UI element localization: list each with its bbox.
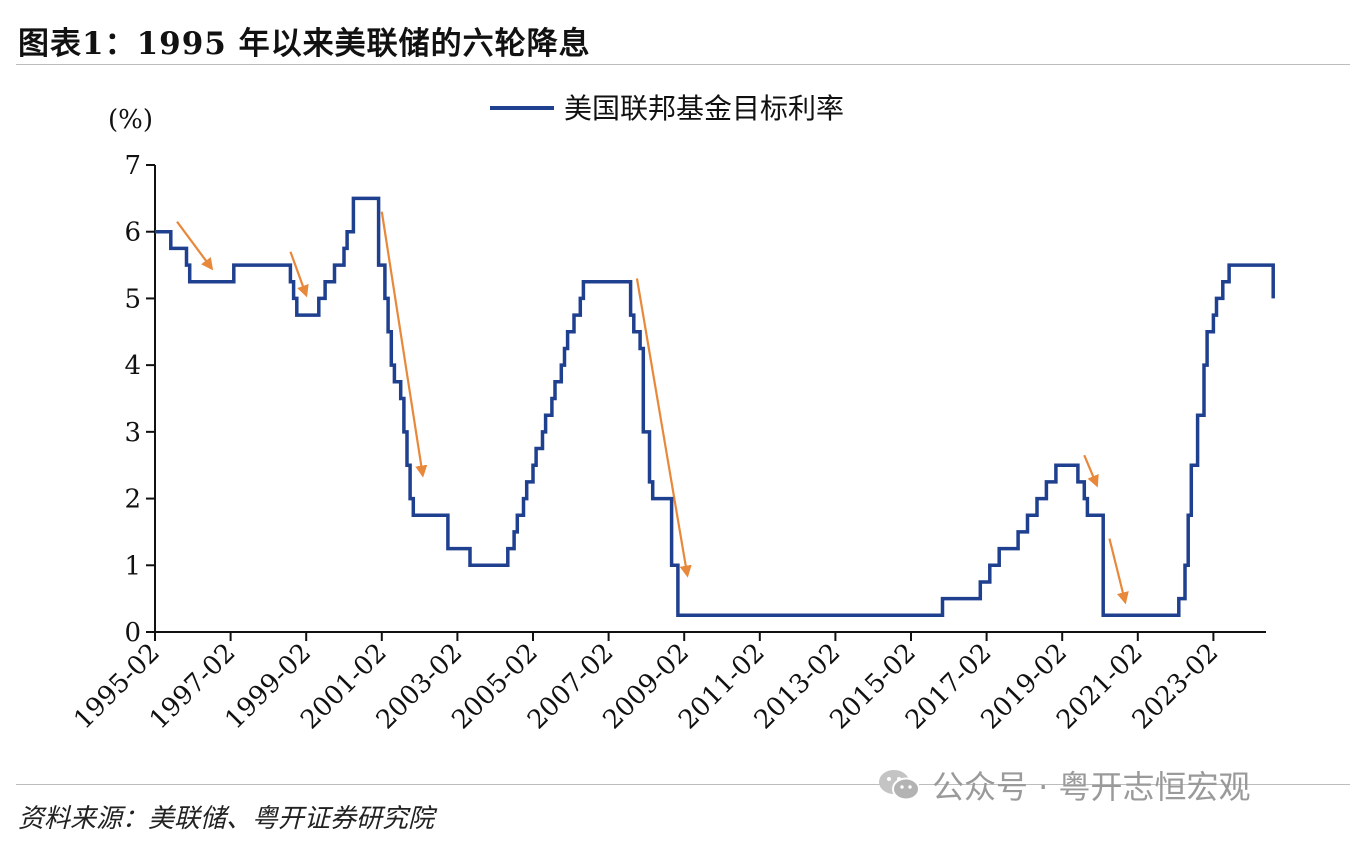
y-tick-label: 1 [124, 551, 141, 581]
y-tick-label: 3 [124, 418, 141, 448]
axes: 01234567(%)1995-021997-021999-022001-022… [68, 105, 1266, 735]
watermark: 公众号 · 粤开志恒宏观 [878, 762, 1251, 808]
y-tick-label: 0 [124, 618, 141, 648]
cut-cycle-arrow [1108, 538, 1129, 605]
series-line [155, 196, 1275, 618]
cut-cycle-arrow [635, 278, 692, 578]
top-divider [16, 64, 1350, 65]
y-tick-label: 6 [124, 218, 141, 248]
watermark-text: 公众号 · 粤开志恒宏观 [932, 768, 1251, 806]
legend: 美国联邦基金目标利率 [490, 92, 844, 125]
source-note: 资料来源：美联储、粤开证券研究院 [18, 804, 435, 834]
cut-cycle-arrow [289, 251, 309, 298]
cut-cycle-arrow [1083, 454, 1099, 488]
y-tick-label: 7 [124, 151, 141, 181]
wechat-icon [879, 770, 920, 801]
bottom-divider [16, 784, 1350, 785]
y-unit-label: (%) [108, 105, 153, 135]
chart-title: 图表1：1995 年以来美联储的六轮降息 [18, 26, 591, 62]
legend-label: 美国联邦基金目标利率 [564, 92, 844, 125]
y-tick-label: 4 [124, 351, 141, 381]
fed-funds-rate-chart: 01234567(%)1995-021997-021999-022001-022… [68, 92, 1275, 735]
cut-cycle-arrow [380, 211, 428, 478]
y-tick-label: 5 [124, 284, 141, 314]
cut-cycle-arrows [176, 211, 1129, 605]
y-tick-label: 2 [124, 485, 141, 515]
cut-cycle-arrow [176, 221, 214, 271]
series-layer [155, 196, 1275, 618]
